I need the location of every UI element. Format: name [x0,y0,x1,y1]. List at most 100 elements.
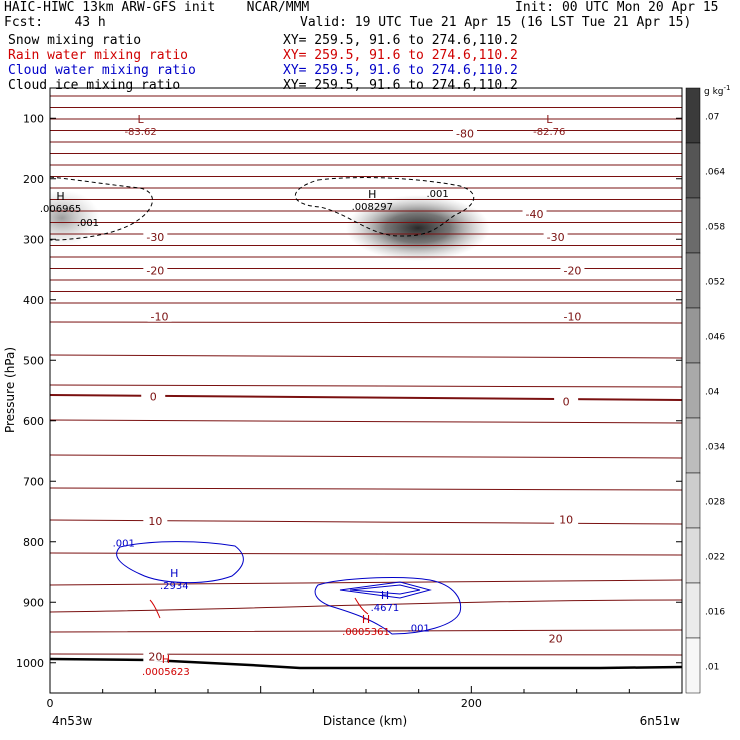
isotherm-line [50,129,682,132]
y-tick-label: 600 [23,415,44,428]
colorbar-level-label: .052 [705,278,725,288]
isotherm-line [50,579,682,586]
y-tick-label: 400 [23,294,44,307]
colorbar-level-label: .016 [705,608,725,618]
label-mask [143,230,168,242]
colorbar-bin [685,417,701,474]
isotherm-line [50,267,682,270]
isotherm-line [50,487,682,491]
isotherm-line [50,198,682,201]
isotherm-line [50,210,682,212]
colorbar-bin [685,362,701,419]
extremum-value: -83.62 [124,127,156,138]
isotherm-line [50,290,682,293]
extremum-marker: H [56,190,64,203]
label-mask [453,127,478,139]
isotherm-label: -30 [146,231,164,244]
isotherm-label: 10 [559,513,573,526]
isotherm-line [50,164,682,166]
isotherm-line [50,279,682,281]
contour-label: .001 [408,623,430,634]
label-mask [543,230,568,242]
isotherm-line [50,256,682,258]
isotherm-line [50,221,682,224]
colorbar-level-label: .034 [705,443,725,453]
colorbar-bin [685,527,701,584]
extremum-marker: H [368,188,376,201]
isotherm-line [50,95,682,97]
extremum-value: .0005623 [142,667,190,678]
colorbar-bin [685,142,701,199]
isotherm-line [50,302,682,304]
label-mask [554,395,579,407]
y-tick-label: 700 [23,475,44,488]
ice-contour-center [294,177,475,237]
field-coordinates: XY= 259.5, 91.6 to 274.6,110.2 [283,48,518,63]
extremum-marker: H [170,567,178,580]
x-endpoint-right: 6n51w [640,714,681,728]
colorbar-bin [685,252,701,309]
isotherm-label: -40 [526,208,544,221]
distance-axis: 0 200 [47,686,683,710]
y-tick-label: 200 [23,173,44,186]
colorbar-level-label: .028 [705,498,725,508]
cloud-water-contour-inner [339,581,432,599]
isotherm-line [50,233,682,235]
extremum-marker: H [162,653,170,666]
colorbar-bin [685,307,701,364]
model-title: HAIC-HIWC 13km ARW-GFS init NCAR/MMM [4,0,310,15]
label-mask [543,632,568,644]
extremum-marker: L [546,113,553,126]
isotherm-label: 0 [563,395,570,408]
x-endpoint-left: 4n53w [52,714,93,728]
y-tick-label: 800 [23,536,44,549]
ice-contour-left [50,176,153,241]
y-tick-label: 300 [23,233,44,246]
isotherm-label: 20 [549,633,563,646]
colorbar-bin [685,197,701,254]
field-name: Snow mixing ratio [8,33,142,48]
x-axis-title: Distance (km) [323,714,407,728]
isotherm-line [50,629,682,633]
colorbar-bin [685,87,701,144]
extremum-marker: L [138,113,145,126]
isotherm-line [50,321,682,324]
field-coordinates: XY= 259.5, 91.6 to 274.6,110.2 [283,78,518,93]
isotherm-label: 20 [148,651,162,664]
extremum-value: .006965 [40,204,81,215]
isotherm-line [50,653,682,656]
field-coordinates: XY= 259.5, 91.6 to 274.6,110.2 [283,33,518,48]
isotherm-line [50,384,682,388]
colorbar-level-label: .04 [705,388,720,398]
field-coordinates: XY= 259.5, 91.6 to 274.6,110.2 [283,63,518,78]
colorbar-level-label: .064 [705,168,725,178]
label-mask [560,264,585,276]
contour-label-layer: -80-40-30 -30-20 -20-10 -100 010 102020L-83.6… [40,113,585,678]
isotherm-line [50,454,682,459]
y-tick-label: 500 [23,354,44,367]
extremum-marker: H [362,613,370,626]
isotherm-line [50,175,682,178]
rain-contour-left [149,599,161,619]
isotherm-label: -30 [547,231,565,244]
contour-label: .001 [77,218,99,229]
extremum-value: .0005361 [342,627,390,638]
y-tick-label: 900 [23,596,44,609]
extremum-value: .4671 [371,603,400,614]
x-tick-label: 0 [47,697,54,710]
label-mask [560,310,585,322]
y-axis-title: Pressure (hPa) [3,347,17,433]
colorbar-level-label: .01 [705,663,719,673]
label-mask [554,513,579,525]
colorbar-bin [685,472,701,529]
isotherm-label: -20 [563,265,581,278]
isotherm-line [50,244,682,247]
colorbar-bin [685,582,701,639]
label-mask [143,515,168,527]
isotherm-label: 0 [150,391,157,404]
isotherm-label: 10 [148,515,162,528]
isotherm-label: -80 [456,127,474,140]
cloud-water-contour-center [314,577,462,635]
isotherm-line [50,141,682,143]
extremum-value: -82.76 [533,127,565,138]
